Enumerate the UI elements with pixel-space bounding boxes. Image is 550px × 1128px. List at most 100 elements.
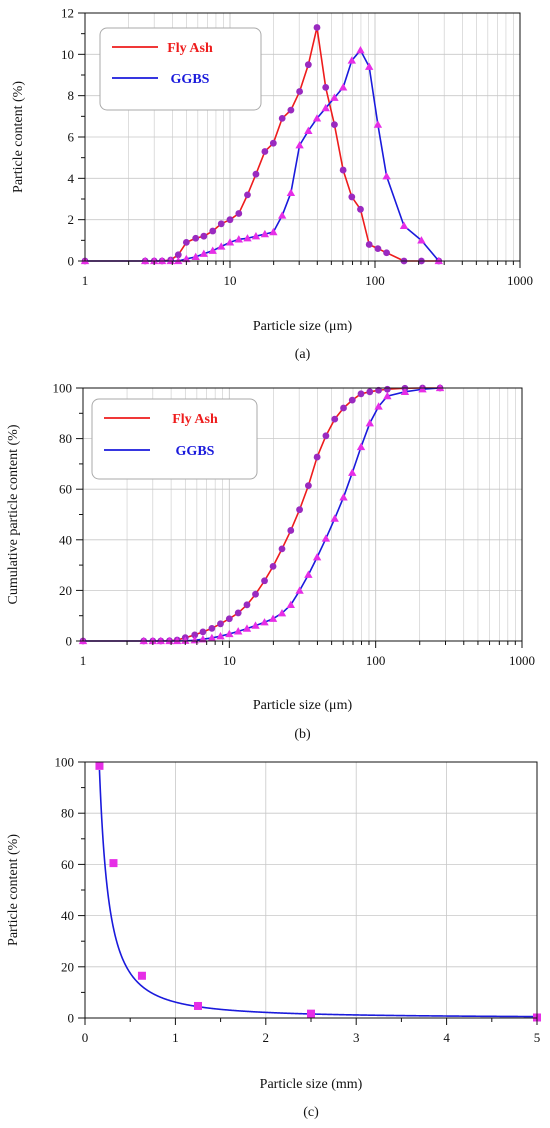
data-point-fly-ash	[199, 628, 207, 636]
data-point-ggbs	[166, 256, 175, 265]
data-point-ggbs	[172, 636, 182, 645]
chart-a-series	[80, 24, 443, 265]
y-tick-label: 40	[59, 532, 72, 547]
data-point-ggbs	[286, 600, 295, 608]
data-point-ggbs	[225, 238, 235, 246]
data-point-fly-ash	[357, 390, 365, 398]
data-point-ggbs	[312, 553, 322, 561]
data-point-ggbs	[365, 418, 375, 427]
x-tick-label: 4	[443, 1030, 450, 1045]
y-tick-label: 100	[55, 755, 75, 770]
data-point-ggbs	[348, 468, 357, 476]
chart-a-x-axis-title: Particle size (μm)	[253, 319, 353, 334]
data-point-fly-ash	[226, 216, 234, 224]
x-tick-label: 1000	[507, 273, 533, 288]
data-point-ggbs	[312, 114, 322, 122]
data-point-ggbs	[295, 586, 304, 594]
chart-b-caption: (b)	[294, 727, 311, 742]
data-point-fly-ash	[252, 170, 260, 178]
chart-b-x-axis-title: Particle size (μm)	[253, 698, 353, 713]
data-point-ggbs	[156, 636, 165, 645]
data-point-fly-ash	[304, 61, 312, 69]
chart-b-series	[78, 383, 445, 645]
data-point	[194, 1001, 202, 1010]
y-tick-label: 0	[68, 254, 75, 269]
chart-c-series	[95, 761, 541, 1022]
chart-c-y-axis-title: Particle content (%)	[6, 834, 21, 946]
data-point-fly-ash	[296, 506, 303, 514]
x-tick-label: 100	[365, 273, 385, 288]
data-point-ggbs	[399, 221, 409, 230]
chart-a-caption: (a)	[295, 347, 311, 362]
data-point-fly-ash	[287, 106, 295, 114]
data-point-fly-ash	[287, 527, 295, 534]
data-point-ggbs	[234, 627, 243, 635]
data-point-fly-ash	[383, 385, 391, 393]
data-point-ggbs	[374, 402, 383, 410]
chart-c-axes: 0 1 2 3 4 5 0 20 40 60 80 100	[55, 755, 541, 1046]
chart-b-legend-label-fly-ash: Fly Ash	[172, 412, 218, 427]
data-point-ggbs	[182, 254, 191, 263]
data-point-ggbs	[304, 126, 313, 134]
data-point-fly-ash	[182, 239, 190, 246]
data-point-ggbs	[418, 385, 427, 393]
data-point-ggbs	[417, 236, 426, 244]
data-point-ggbs	[149, 256, 159, 265]
data-point-fly-ash	[296, 88, 304, 95]
data-point-ggbs	[295, 141, 304, 149]
y-tick-label: 80	[59, 431, 72, 446]
data-point-fly-ash	[200, 232, 208, 240]
data-point-ggbs	[174, 256, 183, 265]
y-tick-label: 20	[59, 583, 72, 598]
data-point-ggbs	[347, 56, 357, 64]
x-tick-label: 10	[224, 273, 237, 288]
x-tick-label: 1	[82, 273, 89, 288]
chart-c-grid	[85, 762, 537, 1018]
data-point-fly-ash	[348, 396, 356, 404]
data-point-ggbs	[330, 93, 339, 101]
plot-frame	[84, 12, 521, 262]
data-point-fly-ash	[331, 415, 339, 423]
data-point-fly-ash	[243, 601, 251, 609]
data-point-fly-ash	[261, 577, 268, 585]
data-point-fly-ash	[366, 388, 374, 396]
data-point-ggbs	[338, 83, 348, 91]
chart-b-y-axis-title: Cumulative particle content (%)	[6, 424, 21, 604]
data-point-fly-ash	[278, 545, 286, 553]
data-point-fly-ash	[174, 251, 182, 259]
data-point-fly-ash	[375, 386, 382, 394]
data-point-fly-ash	[313, 24, 321, 31]
y-tick-label: 4	[68, 171, 75, 186]
x-tick-label: 3	[353, 1030, 360, 1045]
x-tick-label: 100	[366, 653, 386, 668]
data-point-ggbs	[207, 633, 217, 642]
x-tick-label: 1	[80, 653, 87, 668]
x-tick-label: 1000	[509, 653, 535, 668]
data-point	[109, 859, 118, 868]
chart-b-legend-label-ggbs: GGBS	[176, 444, 215, 459]
data-point-fly-ash	[234, 609, 242, 617]
fit-curve	[98, 769, 537, 1018]
data-point-ggbs	[382, 172, 391, 180]
data-point-ggbs	[216, 631, 225, 640]
data-point-ggbs	[435, 383, 445, 392]
data-point-fly-ash	[357, 205, 364, 213]
chart-b-axes: 1 10 100 1000 0 20 40 60 80 100	[53, 381, 536, 669]
y-tick-label: 12	[61, 6, 74, 21]
data-point-ggbs	[383, 391, 392, 400]
data-point-fly-ash	[244, 191, 251, 199]
data-point-ggbs	[157, 256, 167, 265]
data-point-ggbs	[234, 235, 244, 243]
data-point-ggbs	[208, 246, 217, 254]
data-point-ggbs	[304, 570, 313, 578]
data-point-fly-ash	[217, 620, 224, 628]
data-point-ggbs	[217, 242, 226, 250]
chart-a-legend-box	[99, 27, 262, 111]
data-point-fly-ash	[383, 249, 390, 257]
y-tick-label: 60	[59, 482, 72, 497]
data-point-ggbs	[139, 636, 148, 645]
data-point-ggbs	[269, 227, 278, 236]
data-point-ggbs	[321, 103, 330, 112]
